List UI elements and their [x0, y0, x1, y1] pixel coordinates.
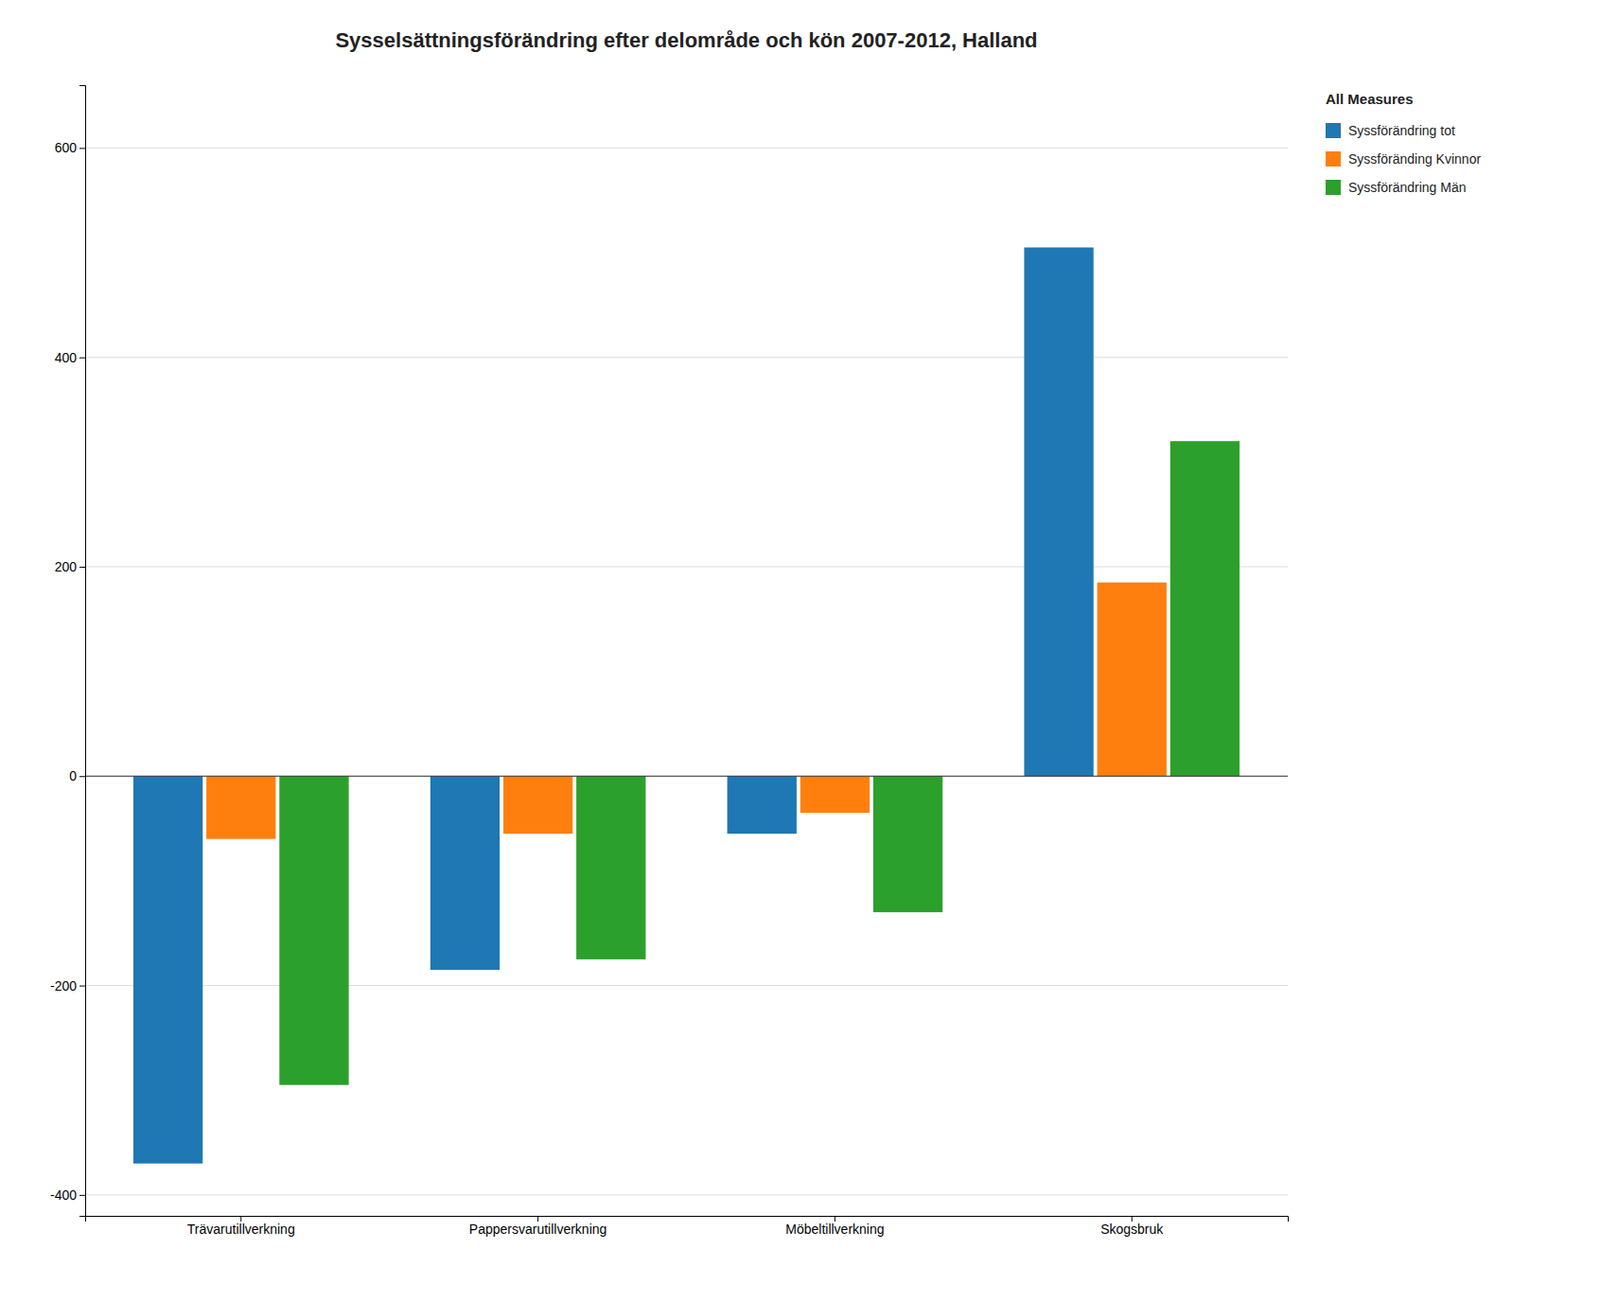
bar-series	[206, 582, 1167, 840]
tick: 400	[54, 350, 86, 366]
grid-line	[85, 356, 1288, 358]
tick: Pappersvarutillverkning	[469, 1215, 608, 1237]
grid-line	[85, 775, 1288, 777]
plot: -400 -200 0 200 400 600 Trävarutillverkning Pap…	[50, 86, 1289, 1237]
tick: 600	[54, 140, 86, 156]
legend-item: Syssförändring tot	[1325, 123, 1456, 139]
chart: Sysselsättningsförändring efter delområd…	[0, 0, 1600, 1301]
legend-label: Syssförändring Män	[1348, 179, 1467, 195]
tick: 0	[69, 768, 86, 784]
bar-series	[133, 247, 1094, 1164]
tick-label: 200	[54, 559, 78, 575]
tick-mark	[79, 775, 86, 777]
bar	[1097, 582, 1167, 777]
legend-item: Syssförändring Män	[1325, 179, 1467, 195]
y-axis: -400 -200 0 200 400 600	[50, 86, 87, 1217]
tick: Möbeltillverkning	[785, 1215, 884, 1237]
tick-mark	[79, 357, 86, 359]
bar	[133, 775, 203, 1163]
grid-line	[85, 147, 1288, 149]
title: Sysselsättningsförändring efter delområd…	[334, 28, 1038, 53]
bar	[873, 775, 943, 913]
zero-line	[85, 775, 1288, 777]
legend-swatch	[1325, 123, 1341, 139]
tick-mark	[79, 147, 86, 149]
legend: All Measures Syssförändring tot Syssföränd…	[1325, 90, 1481, 195]
tick-label: Möbeltillverkning	[785, 1221, 884, 1237]
legend-swatch	[1325, 179, 1341, 195]
bars	[133, 247, 1240, 1164]
bar	[800, 775, 870, 813]
grid-line	[85, 565, 1288, 567]
axis-line	[79, 86, 87, 1217]
bar	[430, 775, 500, 970]
legend-swatch	[1325, 151, 1341, 167]
bar	[576, 775, 646, 960]
grid-line	[85, 1194, 1288, 1196]
tick-mark	[79, 1195, 86, 1196]
bar	[727, 775, 797, 834]
tick-mark	[79, 985, 86, 987]
legend-item: Syssföränding Kvinnor	[1325, 151, 1481, 167]
grid	[85, 147, 1288, 1195]
tick-label: -400	[50, 1187, 77, 1203]
bar-series	[279, 440, 1240, 1085]
tick-label: 400	[54, 350, 78, 366]
bar	[503, 775, 573, 834]
x-axis: Trävarutillverkning Pappersvarutillverkni…	[86, 1215, 1289, 1237]
tick-label: Trävarutillverkning	[187, 1221, 296, 1237]
tick-mark	[79, 566, 86, 568]
tick: -400	[50, 1187, 86, 1203]
bar	[206, 775, 276, 839]
tick-label: Pappersvarutillverkning	[469, 1221, 608, 1237]
bar	[279, 775, 349, 1085]
tick: 200	[54, 559, 86, 575]
tick: -200	[50, 978, 86, 994]
tick: Trävarutillverkning	[187, 1215, 296, 1237]
bar	[1023, 247, 1093, 777]
tick-label: -200	[50, 978, 77, 994]
legend-label: Syssförändring tot	[1348, 123, 1456, 139]
tick-label: 600	[54, 140, 78, 156]
legend-title: All Measures	[1325, 90, 1414, 107]
tick-label: 0	[69, 768, 77, 784]
grid-line	[85, 984, 1288, 986]
bar	[1170, 440, 1240, 776]
legend-label: Syssföränding Kvinnor	[1348, 151, 1481, 167]
tick-label: Skogsbruk	[1100, 1221, 1164, 1237]
tick: Skogsbruk	[1100, 1215, 1164, 1237]
